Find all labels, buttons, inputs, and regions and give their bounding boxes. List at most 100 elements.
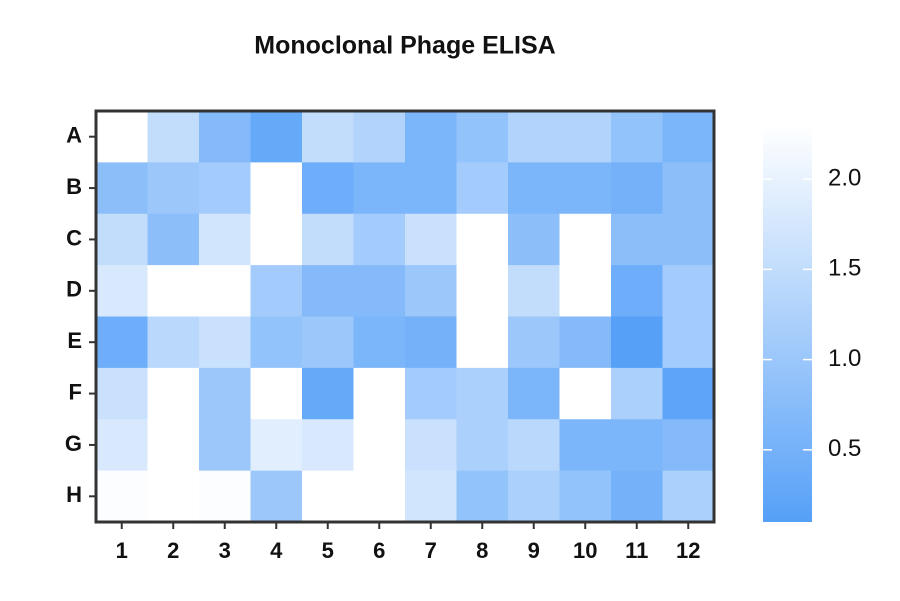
cell: [302, 111, 354, 163]
cell: [302, 162, 354, 215]
cell: [405, 265, 457, 317]
cell: [508, 265, 560, 317]
cell: [199, 316, 251, 369]
cell: [611, 111, 663, 163]
cell: [405, 419, 457, 472]
cell: [611, 470, 663, 523]
cell: [199, 213, 251, 266]
x-tick-label: 8: [476, 538, 488, 563]
y-tick-label: C: [66, 225, 82, 250]
cell: [662, 419, 715, 472]
cell: [405, 111, 457, 163]
y-tick-label: F: [69, 379, 82, 404]
cell: [147, 367, 200, 420]
cell: [302, 470, 354, 523]
cell: [662, 316, 715, 369]
cell: [405, 213, 457, 266]
cells: [96, 111, 715, 523]
cell: [199, 162, 251, 215]
cell: [96, 470, 148, 523]
cell: [147, 162, 200, 215]
cell: [353, 111, 406, 163]
x-tick-label: 11: [625, 538, 648, 563]
cell: [302, 265, 354, 317]
plot-frame: [94, 109, 716, 524]
cell: [302, 367, 354, 420]
cell: [456, 419, 509, 472]
cell: [147, 316, 200, 369]
cell: [508, 162, 560, 215]
cell: [456, 111, 509, 163]
cell: [147, 213, 200, 266]
x-tick-label: 3: [219, 538, 231, 563]
cell: [559, 316, 612, 369]
cell: [147, 111, 200, 163]
cell: [559, 213, 612, 266]
cell: [353, 367, 406, 420]
cell: [559, 111, 612, 163]
cell: [611, 316, 663, 369]
x-tick-label: 9: [528, 538, 540, 563]
cell: [456, 470, 509, 523]
cell: [250, 111, 303, 163]
cell: [199, 111, 251, 163]
y-tick-label: H: [66, 482, 82, 507]
cell: [199, 470, 251, 523]
cell: [250, 213, 303, 266]
cell: [611, 367, 663, 420]
cell: [662, 470, 715, 523]
cell: [456, 316, 509, 369]
cell: [456, 213, 509, 266]
cell: [611, 419, 663, 472]
cell: [611, 265, 663, 317]
cell: [559, 367, 612, 420]
x-tick-label: 4: [270, 538, 283, 563]
x-tick-label: 1: [116, 538, 128, 563]
cell: [559, 470, 612, 523]
x-tick-label: 10: [573, 538, 597, 563]
y-tick-label: B: [66, 174, 82, 199]
cell: [96, 367, 148, 420]
cell: [611, 162, 663, 215]
cell: [353, 419, 406, 472]
cell: [353, 316, 406, 369]
cell: [302, 316, 354, 369]
cell: [405, 316, 457, 369]
cell: [662, 265, 715, 317]
cell: [147, 265, 200, 317]
cell: [302, 213, 354, 266]
cell: [405, 470, 457, 523]
x-tick-label: 6: [373, 538, 385, 563]
colorbar-tick-label: 1.5: [828, 255, 861, 282]
cell: [662, 111, 715, 163]
cell: [199, 367, 251, 420]
cell: [456, 265, 509, 317]
cell: [508, 419, 560, 472]
cell: [96, 111, 148, 163]
cell: [96, 316, 148, 369]
cell: [199, 265, 251, 317]
cell: [353, 162, 406, 215]
colorbar-tick-label: 0.5: [828, 435, 861, 462]
cell: [508, 367, 560, 420]
cell: [250, 367, 303, 420]
y-tick-label: D: [66, 277, 82, 302]
cell: [559, 265, 612, 317]
chart-title: Monoclonal Phage ELISA: [254, 32, 555, 60]
cell: [302, 419, 354, 472]
cell: [147, 470, 200, 523]
cell: [353, 470, 406, 523]
y-tick-label: E: [67, 328, 82, 353]
x-tick-label: 12: [676, 538, 700, 563]
cell: [250, 419, 303, 472]
cell: [662, 213, 715, 266]
cell: [199, 419, 251, 472]
colorbar-tick-label: 1.0: [828, 345, 861, 372]
y-tick-label: G: [65, 431, 82, 456]
cell: [456, 367, 509, 420]
cell: [96, 265, 148, 317]
cell: [353, 265, 406, 317]
y-tick-label: A: [66, 123, 82, 148]
